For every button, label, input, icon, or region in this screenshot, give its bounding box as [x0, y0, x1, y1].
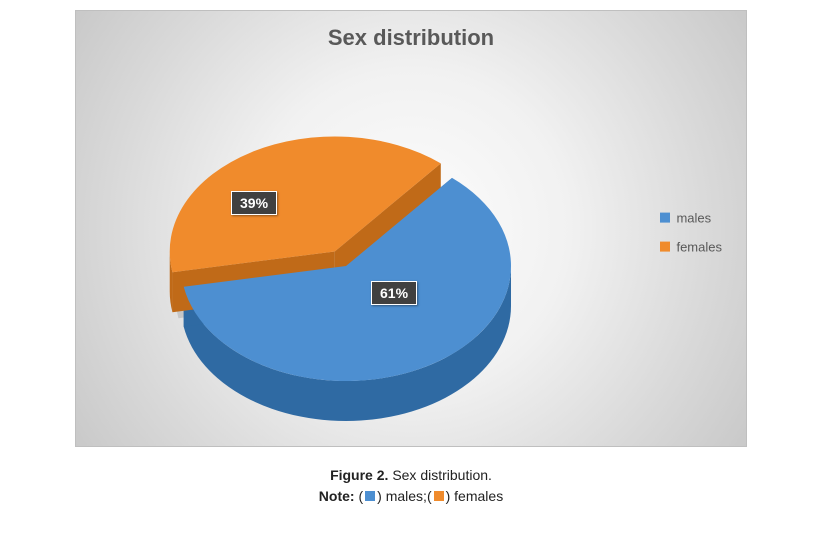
legend-item-females: females [660, 239, 722, 254]
figure-text: Sex distribution. [392, 467, 492, 483]
figure-wrapper: Sex distribution 61% 39% males females F… [0, 0, 822, 534]
legend-item-males: males [660, 210, 722, 225]
legend-label-females: females [676, 239, 722, 254]
chart-title: Sex distribution [76, 25, 746, 51]
data-label-females: 39% [231, 191, 277, 215]
legend: males females [660, 196, 722, 268]
legend-swatch-females [660, 242, 670, 252]
note-label: Note: [319, 488, 355, 504]
note-text-1: females [450, 488, 503, 504]
note-part-1: () females [427, 488, 503, 504]
figure-caption: Figure 2. Sex distribution. Note: () mal… [319, 465, 503, 507]
caption-line-1: Figure 2. Sex distribution. [319, 465, 503, 486]
note-swatch-males [365, 491, 375, 501]
legend-label-males: males [676, 210, 711, 225]
note-part-0: () males; [358, 488, 426, 504]
data-label-males: 61% [371, 281, 417, 305]
note-text-0: males; [382, 488, 427, 504]
chart-card: Sex distribution 61% 39% males females [75, 10, 747, 447]
figure-label: Figure 2. [330, 467, 388, 483]
pie-svg [116, 71, 536, 431]
pie-chart: 61% 39% [116, 71, 536, 431]
caption-line-2: Note: () males;() females [319, 486, 503, 507]
note-swatch-females [434, 491, 444, 501]
legend-swatch-males [660, 213, 670, 223]
